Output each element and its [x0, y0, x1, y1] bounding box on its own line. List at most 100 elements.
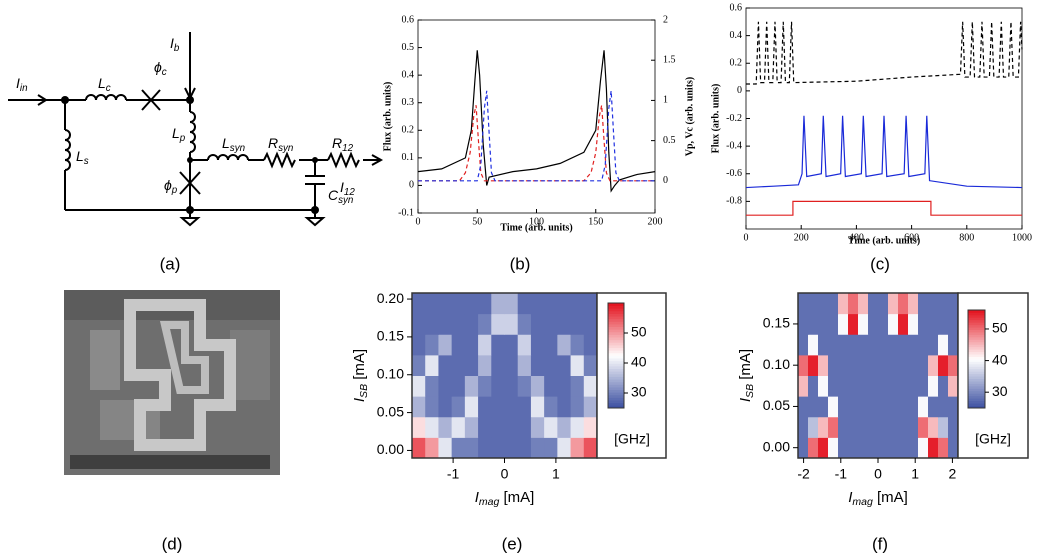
y-axis-label-main: I [737, 398, 754, 402]
colorbar-tick-label: 30 [631, 384, 647, 400]
heatmap-cell [517, 313, 532, 335]
heatmap-cell [412, 437, 426, 459]
x-tick-label: 0 [501, 466, 509, 482]
heatmap-cell [504, 293, 519, 315]
y-tick-label: 0.1 [402, 152, 415, 163]
heatmap-cell [544, 354, 558, 376]
heatmap-cell [478, 313, 492, 335]
x-axis-label: Time (arb. units) [848, 235, 920, 246]
heatmap-cell [504, 437, 519, 459]
heatmap-cell [928, 313, 939, 335]
colorbar-tick-label: 30 [992, 383, 1008, 399]
heatmap-cell [848, 375, 859, 397]
x-axis-label-unit: [mA] [499, 489, 534, 506]
x-tick-label: 0 [416, 216, 421, 227]
heatmap-cell [868, 416, 879, 438]
heatmap-cell [868, 396, 879, 418]
heatmap-cell [868, 313, 879, 335]
heatmap-cell [938, 416, 949, 438]
colorbar-band [608, 371, 624, 375]
colorbar-band [968, 383, 985, 387]
colorbar-band [608, 310, 624, 314]
y-tick-label: 0.05 [763, 397, 790, 413]
colorbar-tick-label: 50 [631, 324, 647, 340]
colorbar-band [968, 388, 985, 392]
y-tick-label: 0.15 [763, 315, 790, 331]
colorbar-band [968, 310, 985, 313]
x-tick-label: 1000 [1012, 232, 1032, 243]
plot-frame [417, 19, 656, 214]
heatmap-cell [918, 437, 929, 459]
y-axis-label: Flux (arb. units) [710, 84, 721, 154]
heatmap-cell [848, 396, 859, 418]
heatmap-cell [530, 437, 545, 459]
heatmap-cell [898, 375, 909, 397]
heatmap-cell [464, 354, 479, 376]
heatmap-cell [517, 293, 532, 315]
heatmap-cell [544, 375, 558, 397]
heatmap-cell [828, 293, 839, 315]
heatmap-cell [898, 416, 909, 438]
x-tick-label: -2 [797, 466, 810, 482]
heatmap-cell [808, 354, 819, 376]
circuit-label-main: I [340, 179, 344, 195]
heatmap-cell [583, 375, 598, 397]
heatmap-cell [858, 293, 869, 315]
heatmap-cell [918, 313, 929, 335]
y-tick-label: -0.1 [398, 207, 414, 218]
heatmap-cell [808, 334, 819, 356]
heatmap-cell [878, 293, 889, 315]
x-tick-label: 0 [874, 466, 882, 482]
circuit-label-main: C [328, 187, 339, 203]
heatmap-cell [451, 313, 466, 335]
heatmap-cell [438, 334, 453, 356]
circuit-label-sub: 12 [342, 143, 353, 154]
heatmap-cell [570, 354, 585, 376]
heatmap-cell [451, 396, 466, 418]
heatmap-cell [464, 437, 479, 459]
heatmap-cell [412, 293, 426, 315]
heatmap-cell [828, 416, 839, 438]
circuit-label-main: R [268, 135, 278, 151]
colorbar-band [608, 400, 624, 404]
heatmap-cell [504, 334, 519, 356]
heatmap-cell [583, 437, 598, 459]
heatmap-cell [798, 375, 809, 397]
heatmap-cell [928, 334, 939, 356]
colorbar-band [608, 347, 624, 351]
x-axis-label-unit: [mA] [873, 489, 908, 506]
panel-caption: (b) [510, 254, 531, 273]
heatmap-cell [412, 375, 426, 397]
heatmap-cell [425, 293, 439, 315]
circuit-label-sub: syn [278, 143, 293, 154]
heatmap-cell [570, 313, 585, 335]
circuit-label-main: L [222, 135, 230, 151]
y2-tick-label: 2 [663, 14, 668, 25]
heatmap-cell [908, 437, 919, 459]
y-tick-label: 0.4 [402, 69, 415, 80]
heatmap-cell [530, 313, 545, 335]
colorbar-band [608, 368, 624, 372]
heatmap-cell [464, 375, 479, 397]
heatmap-cell [908, 396, 919, 418]
y-tick-label: 0.2 [730, 58, 743, 69]
heatmap-cell [838, 375, 849, 397]
heatmap-cell [583, 334, 598, 356]
heatmap-cell [868, 293, 879, 315]
heatmap-cell [858, 313, 869, 335]
y-tick-label: -0.4 [726, 140, 742, 151]
heatmap-cell [818, 334, 829, 356]
heatmap-cell [425, 437, 439, 459]
heatmap-cell [848, 354, 859, 376]
heatmap-cell [570, 334, 585, 356]
heatmap-cell [478, 354, 492, 376]
heatmap-cell [491, 437, 505, 459]
heatmap-cell [412, 354, 426, 376]
heatmap-cell [818, 416, 829, 438]
heatmap-cell [828, 375, 839, 397]
heatmap-cell [808, 293, 819, 315]
colorbar-band [968, 346, 985, 350]
colorbar-band [968, 373, 985, 377]
heatmap-cell [878, 334, 889, 356]
heatmap-cell [425, 416, 439, 438]
